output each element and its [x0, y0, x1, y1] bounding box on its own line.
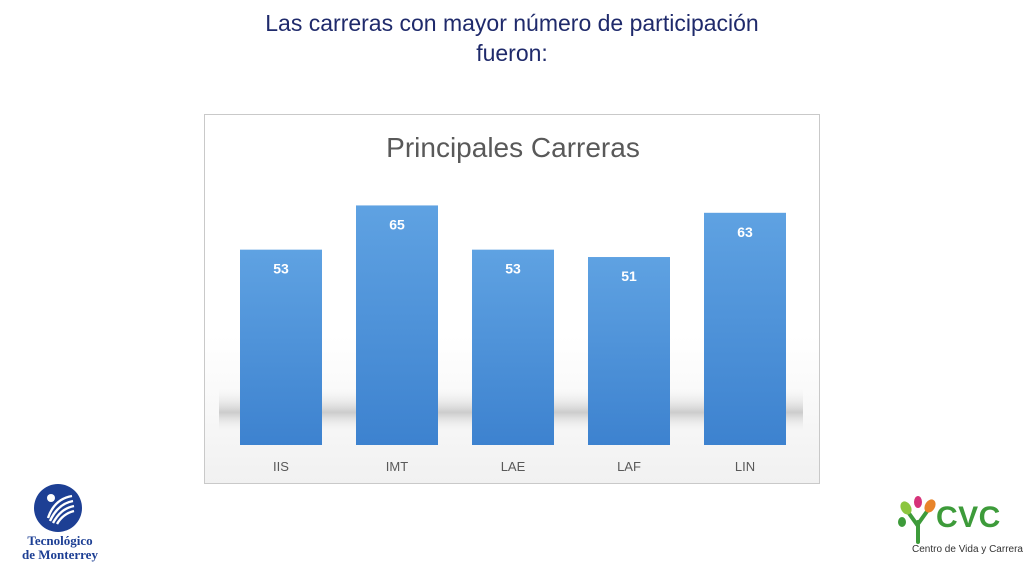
tec-wordmark-line-1: Tecnológico	[27, 533, 93, 548]
x-tick-label-lin: LIN	[735, 459, 755, 474]
tec-seal-icon	[34, 484, 82, 532]
x-tick-label-imt: IMT	[386, 459, 408, 474]
x-tick-label-lae: LAE	[501, 459, 526, 474]
bar-lin	[704, 212, 786, 445]
tec-wordmark: Tecnológico de Monterrey	[14, 534, 106, 562]
slide-title-line-1: Las carreras con mayor número de partici…	[265, 10, 759, 36]
chart-title: Principales Carreras	[386, 132, 640, 163]
bar-lae	[472, 249, 554, 445]
data-label-iis: 53	[273, 261, 289, 277]
data-label-imt: 65	[389, 216, 405, 232]
bar-imt	[356, 205, 438, 445]
cvc-tree-icon	[898, 496, 936, 544]
data-label-lae: 53	[505, 261, 521, 277]
bar-iis	[240, 249, 322, 445]
cvc-logo: CVC Centro de Vida y Carrera	[896, 488, 1023, 568]
chart-canvas: Principales Carreras 53 IIS 65 IMT 53 LAE 51 LA…	[219, 132, 803, 474]
slide-title: Las carreras con mayor número de partici…	[212, 8, 812, 68]
cvc-subtitle: Centro de Vida y Carrera	[912, 544, 1023, 555]
bar-chart: Principales Carreras 53 IIS 65 IMT 53 LAE 51 LA…	[204, 114, 820, 484]
x-tick-label-laf: LAF	[617, 459, 641, 474]
cvc-wordmark: CVC	[936, 501, 1001, 534]
tec-wordmark-line-2: de Monterrey	[22, 547, 98, 562]
data-label-laf: 51	[621, 268, 637, 284]
bar-laf	[588, 257, 670, 445]
tec-de-monterrey-logo: Tecnológico de Monterrey	[14, 484, 106, 568]
x-tick-label-iis: IIS	[273, 459, 289, 474]
data-label-lin: 63	[737, 224, 753, 240]
bars-group: 53 IIS 65 IMT 53 LAE 51 LAF 63 LIN	[240, 205, 786, 474]
slide-title-line-2: fueron:	[476, 40, 548, 66]
